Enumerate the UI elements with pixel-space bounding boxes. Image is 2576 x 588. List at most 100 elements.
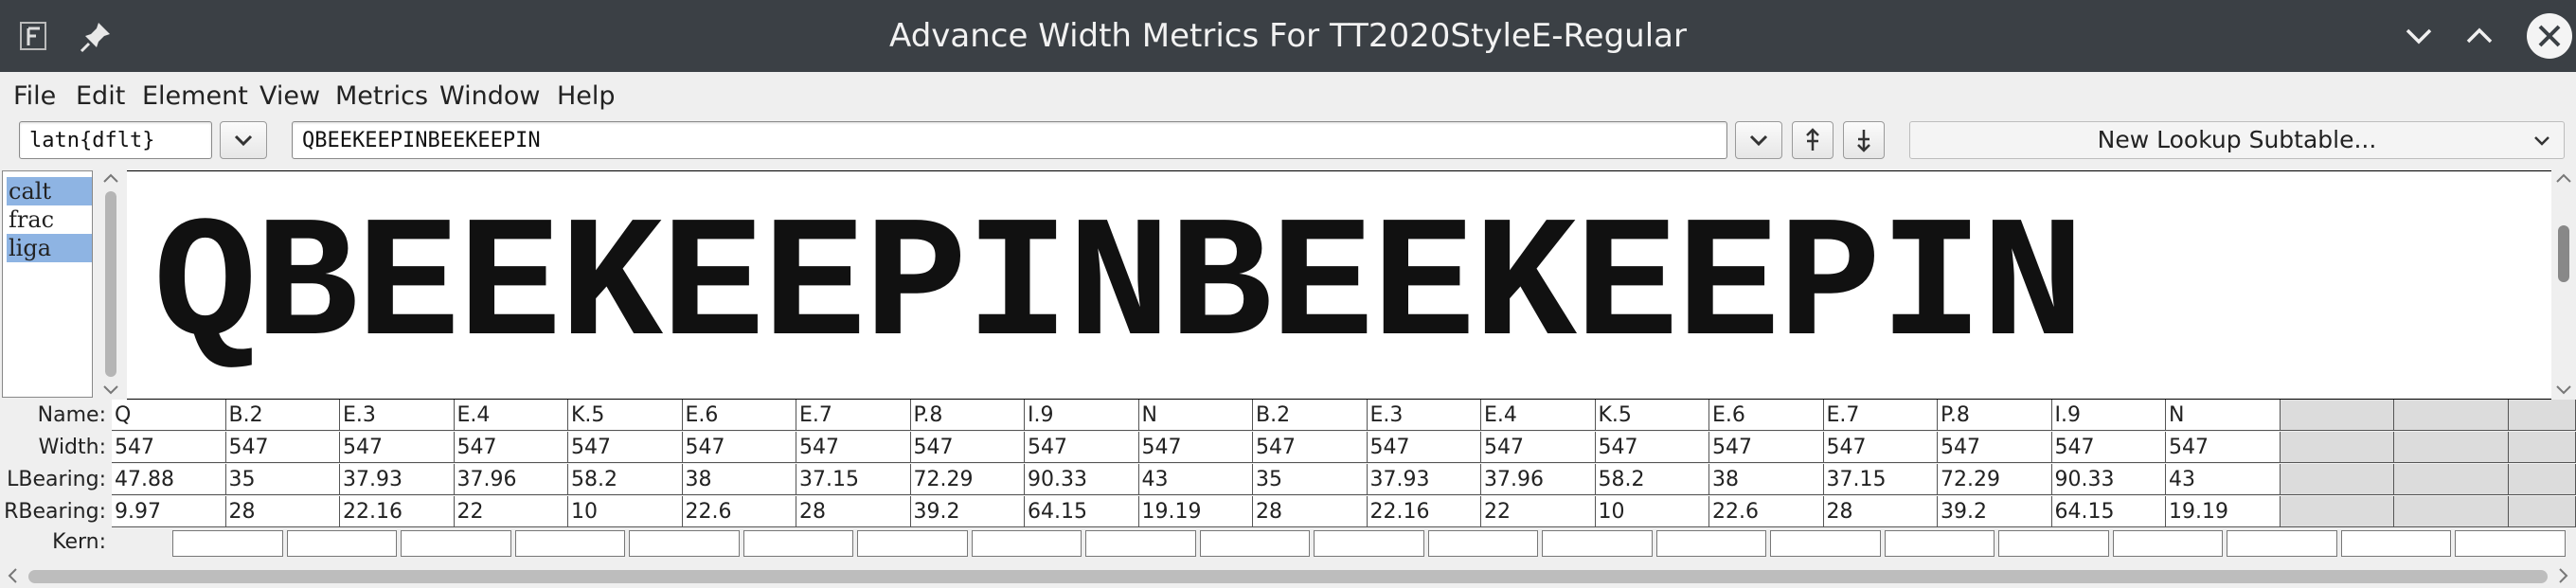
lbearing-cell[interactable]: 35: [225, 464, 340, 495]
rbearing-cell[interactable]: 19.19: [1138, 496, 1253, 527]
lbearing-cell[interactable]: 37.93: [340, 464, 455, 495]
kern-input[interactable]: [1884, 530, 1995, 557]
new-lookup-subtable-button[interactable]: New Lookup Subtable...: [1909, 121, 2565, 159]
lbearing-cell[interactable]: 35: [1253, 464, 1368, 495]
glyph-name-cell[interactable]: B.2: [1253, 400, 1368, 431]
width-cell[interactable]: 547: [1253, 432, 1368, 463]
kern-input[interactable]: [172, 530, 283, 557]
rbearing-cell[interactable]: 64.15: [2051, 496, 2166, 527]
glyph-name-cell[interactable]: K.5: [1595, 400, 1709, 431]
width-cell[interactable]: 547: [1938, 432, 2052, 463]
width-cell[interactable]: 547: [112, 432, 226, 463]
width-cell[interactable]: 547: [910, 432, 1025, 463]
kern-input[interactable]: [2227, 530, 2337, 557]
glyph-name-cell[interactable]: E.6: [682, 400, 796, 431]
glyph-name-cell[interactable]: E.7: [1823, 400, 1938, 431]
width-cell[interactable]: 547: [1138, 432, 1253, 463]
width-cell[interactable]: 547: [454, 432, 568, 463]
sort-down-button[interactable]: [1843, 121, 1885, 159]
scroll-right-icon[interactable]: [2551, 562, 2574, 588]
width-cell[interactable]: 547: [225, 432, 340, 463]
kern-input[interactable]: [1770, 530, 1881, 557]
lbearing-cell[interactable]: 43: [1138, 464, 1253, 495]
feature-item-calt[interactable]: calt: [7, 177, 92, 205]
rbearing-cell[interactable]: 22.6: [1709, 496, 1824, 527]
kern-input[interactable]: [1998, 530, 2109, 557]
width-cell[interactable]: 547: [1367, 432, 1481, 463]
menu-view[interactable]: View: [259, 81, 321, 111]
lbearing-cell[interactable]: 37.15: [1823, 464, 1938, 495]
rbearing-cell[interactable]: 28: [225, 496, 340, 527]
script-lang-field[interactable]: latn{dflt}: [19, 121, 212, 159]
lbearing-cell[interactable]: 58.2: [568, 464, 683, 495]
text-dropdown-button[interactable]: [1735, 121, 1782, 159]
menu-metrics[interactable]: Metrics: [335, 81, 429, 111]
lbearing-cell[interactable]: 90.33: [2051, 464, 2166, 495]
app-icon[interactable]: [15, 17, 53, 55]
lbearing-cell[interactable]: 37.15: [796, 464, 911, 495]
close-icon[interactable]: [2527, 13, 2572, 59]
feature-item-frac[interactable]: frac: [9, 206, 55, 233]
glyph-name-cell[interactable]: E.3: [1367, 400, 1481, 431]
glyph-name-cell[interactable]: I.9: [1025, 400, 1139, 431]
lbearing-cell[interactable]: 38: [682, 464, 796, 495]
width-cell[interactable]: 547: [2051, 432, 2166, 463]
rbearing-cell[interactable]: 22.16: [340, 496, 455, 527]
rbearing-cell[interactable]: 19.19: [2166, 496, 2281, 527]
width-cell[interactable]: 547: [1595, 432, 1709, 463]
scroll-left-icon[interactable]: [2, 562, 25, 588]
kern-input[interactable]: [1655, 530, 1766, 557]
glyph-name-cell[interactable]: E.4: [1481, 400, 1596, 431]
kern-input[interactable]: [1314, 530, 1424, 557]
glyph-name-cell[interactable]: E.3: [340, 400, 455, 431]
kern-input[interactable]: [401, 530, 511, 557]
lbearing-cell[interactable]: 38: [1709, 464, 1824, 495]
width-cell[interactable]: 547: [1025, 432, 1139, 463]
text-input-field[interactable]: QBEEKEEPINBEEKEEPIN: [292, 121, 1727, 159]
rbearing-cell[interactable]: 39.2: [910, 496, 1025, 527]
maximize-chevron-icon[interactable]: [2457, 13, 2502, 59]
rbearing-cell[interactable]: 64.15: [1025, 496, 1139, 527]
lbearing-cell[interactable]: 72.29: [1938, 464, 2052, 495]
kern-input[interactable]: [2112, 530, 2223, 557]
kern-input[interactable]: [1199, 530, 1310, 557]
kern-input[interactable]: [514, 530, 625, 557]
preview-scrollbar[interactable]: [2551, 170, 2576, 398]
width-cell[interactable]: 547: [340, 432, 455, 463]
rbearing-cell[interactable]: 22.6: [682, 496, 796, 527]
width-cell[interactable]: 547: [682, 432, 796, 463]
lbearing-cell[interactable]: 37.96: [1481, 464, 1596, 495]
kern-input[interactable]: [2340, 530, 2451, 557]
rbearing-cell[interactable]: 28: [1253, 496, 1368, 527]
menu-edit[interactable]: Edit: [76, 81, 126, 111]
glyph-name-cell[interactable]: Q: [112, 400, 226, 431]
glyph-preview[interactable]: QBEEKEEPINBEEKEEPIN: [127, 170, 2551, 400]
lbearing-cell[interactable]: 37.93: [1367, 464, 1481, 495]
lbearing-cell[interactable]: 72.29: [910, 464, 1025, 495]
kern-input[interactable]: [629, 530, 740, 557]
feature-list-scrollbar[interactable]: [98, 170, 123, 398]
feature-list[interactable]: calt frac liga: [2, 170, 93, 398]
rbearing-cell[interactable]: 28: [796, 496, 911, 527]
rbearing-cell[interactable]: 22: [1481, 496, 1596, 527]
width-cell[interactable]: 547: [1709, 432, 1824, 463]
script-dropdown-button[interactable]: [220, 121, 267, 159]
glyph-name-cell[interactable]: E.4: [454, 400, 568, 431]
lbearing-cell[interactable]: 43: [2166, 464, 2281, 495]
rbearing-cell[interactable]: 9.97: [112, 496, 226, 527]
pin-icon[interactable]: [78, 17, 116, 55]
glyph-name-cell[interactable]: K.5: [568, 400, 683, 431]
lbearing-cell[interactable]: 37.96: [454, 464, 568, 495]
menu-element[interactable]: Element: [142, 81, 248, 111]
rbearing-cell[interactable]: 10: [1595, 496, 1709, 527]
horizontal-scrollbar[interactable]: [0, 562, 2576, 588]
rbearing-cell[interactable]: 22: [454, 496, 568, 527]
menu-window[interactable]: Window: [439, 81, 541, 111]
glyph-name-cell[interactable]: I.9: [2051, 400, 2166, 431]
kern-input[interactable]: [857, 530, 968, 557]
rbearing-cell[interactable]: 10: [568, 496, 683, 527]
kern-input[interactable]: [971, 530, 1082, 557]
glyph-name-cell[interactable]: E.7: [796, 400, 911, 431]
glyph-name-cell[interactable]: N: [1138, 400, 1253, 431]
horizontal-scroll-thumb[interactable]: [28, 570, 2548, 583]
